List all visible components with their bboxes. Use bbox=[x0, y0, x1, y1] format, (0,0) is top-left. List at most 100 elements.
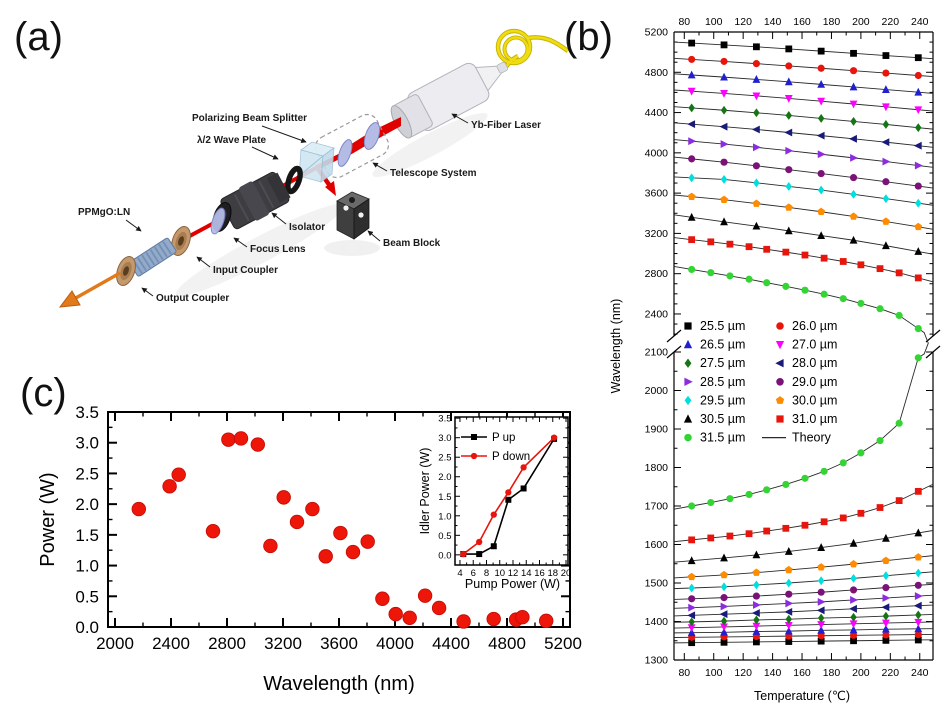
data-marker bbox=[849, 174, 858, 182]
data-marker bbox=[914, 54, 922, 62]
theory-line bbox=[673, 621, 934, 629]
inset-data-marker bbox=[476, 538, 483, 546]
data-marker bbox=[817, 563, 826, 571]
data-marker bbox=[687, 212, 696, 221]
beam-block-body bbox=[336, 191, 370, 240]
data-marker bbox=[720, 90, 728, 98]
data-point bbox=[221, 432, 236, 447]
data-marker bbox=[850, 153, 858, 162]
data-marker bbox=[895, 269, 903, 277]
x-tick-label: 3200 bbox=[264, 634, 302, 653]
data-marker bbox=[915, 610, 922, 620]
data-point bbox=[515, 609, 530, 625]
panel-c-inset-chart: 4 6 8 10 12 14 16 18 20 0.0 0.5 1.0 1.5 2.0 2.5 3.0 3.5 P… bbox=[418, 414, 571, 591]
theory-line bbox=[673, 628, 934, 634]
data-marker bbox=[914, 354, 922, 362]
data-marker bbox=[849, 538, 858, 547]
x-tick-label: 4400 bbox=[432, 634, 470, 653]
shadow bbox=[372, 112, 488, 178]
x-tick-label-top: 80 bbox=[678, 16, 690, 28]
y-tick-label: 3600 bbox=[645, 188, 669, 200]
data-marker bbox=[687, 70, 696, 79]
data-marker bbox=[881, 138, 890, 147]
data-marker bbox=[914, 624, 923, 633]
pbs-cube bbox=[298, 141, 335, 183]
data-point bbox=[333, 525, 348, 541]
data-marker bbox=[849, 235, 858, 244]
inset-x-tick-label: 10 bbox=[494, 568, 505, 579]
data-marker bbox=[850, 573, 857, 583]
data-marker bbox=[688, 236, 696, 244]
data-marker bbox=[882, 571, 890, 581]
theory-line bbox=[673, 613, 934, 623]
data-marker bbox=[687, 192, 696, 200]
data-marker bbox=[914, 618, 923, 627]
data-marker bbox=[914, 487, 922, 495]
data-marker bbox=[688, 595, 696, 603]
x-axis-title: Temperature (℃) bbox=[754, 689, 850, 703]
legend-marker bbox=[684, 433, 692, 442]
data-marker bbox=[687, 556, 696, 565]
y-tick-label: 1600 bbox=[645, 539, 669, 551]
data-marker bbox=[751, 609, 760, 617]
inset-data-marker bbox=[550, 434, 558, 441]
theory-line bbox=[673, 633, 934, 638]
data-marker bbox=[784, 565, 793, 574]
data-marker bbox=[782, 248, 790, 256]
data-marker bbox=[820, 290, 828, 298]
data-point bbox=[131, 501, 147, 517]
data-marker bbox=[817, 625, 826, 634]
inset-data-marker bbox=[505, 496, 512, 503]
data-marker bbox=[720, 594, 728, 602]
data-marker bbox=[914, 528, 923, 537]
data-marker bbox=[720, 140, 729, 148]
data-marker bbox=[817, 97, 826, 106]
data-point bbox=[318, 549, 333, 564]
label-input-coupler: Input Coupler bbox=[213, 265, 278, 276]
data-marker bbox=[688, 265, 696, 274]
inset-y-tick-label: 2.5 bbox=[438, 453, 451, 464]
data-marker bbox=[688, 173, 695, 183]
data-marker bbox=[857, 449, 865, 457]
legend-marker bbox=[775, 396, 785, 404]
inset-x-axis-title: Pump Power (W) bbox=[465, 577, 560, 591]
data-marker bbox=[726, 240, 734, 248]
inset-data-marker bbox=[490, 543, 497, 550]
data-point bbox=[233, 431, 249, 446]
data-point bbox=[171, 467, 186, 482]
data-marker bbox=[882, 69, 890, 77]
y-tick-label: 0.0 bbox=[75, 618, 99, 637]
coupler-hole bbox=[178, 236, 184, 246]
data-marker bbox=[850, 189, 857, 199]
data-marker bbox=[720, 582, 728, 592]
data-marker bbox=[801, 251, 809, 259]
data-marker bbox=[752, 199, 761, 207]
data-marker bbox=[850, 49, 857, 57]
y-tick-label: 3.5 bbox=[75, 403, 99, 422]
data-marker bbox=[839, 459, 847, 467]
legend-label: 30.5 µm bbox=[700, 412, 745, 426]
x-axis-title: Wavelength (nm) bbox=[263, 673, 415, 695]
legend-marker bbox=[684, 395, 692, 406]
y-axis-title: Power (W) bbox=[37, 472, 59, 566]
x-tick-label-top: 140 bbox=[764, 16, 782, 28]
legend-label: 31.5 µm bbox=[700, 431, 745, 445]
beam-block-dot bbox=[343, 205, 349, 211]
inset-legend-marker bbox=[470, 452, 478, 460]
data-marker bbox=[688, 536, 696, 544]
label-laser: Yb-Fiber Laser bbox=[471, 120, 541, 131]
panel-letter-c: (c) bbox=[20, 371, 67, 415]
data-marker bbox=[763, 279, 771, 287]
y-tick-label: 0.5 bbox=[75, 587, 99, 606]
data-marker bbox=[753, 580, 760, 590]
data-point bbox=[417, 588, 433, 603]
inset-x-tick-label: 14 bbox=[521, 568, 532, 579]
x-tick-label: 220 bbox=[882, 667, 900, 679]
data-marker bbox=[820, 467, 828, 475]
legend-label: 29.5 µm bbox=[700, 393, 745, 407]
legend-label: 26.0 µm bbox=[792, 319, 837, 333]
data-marker bbox=[784, 77, 793, 86]
data-marker bbox=[752, 162, 760, 170]
data-marker bbox=[745, 243, 753, 251]
